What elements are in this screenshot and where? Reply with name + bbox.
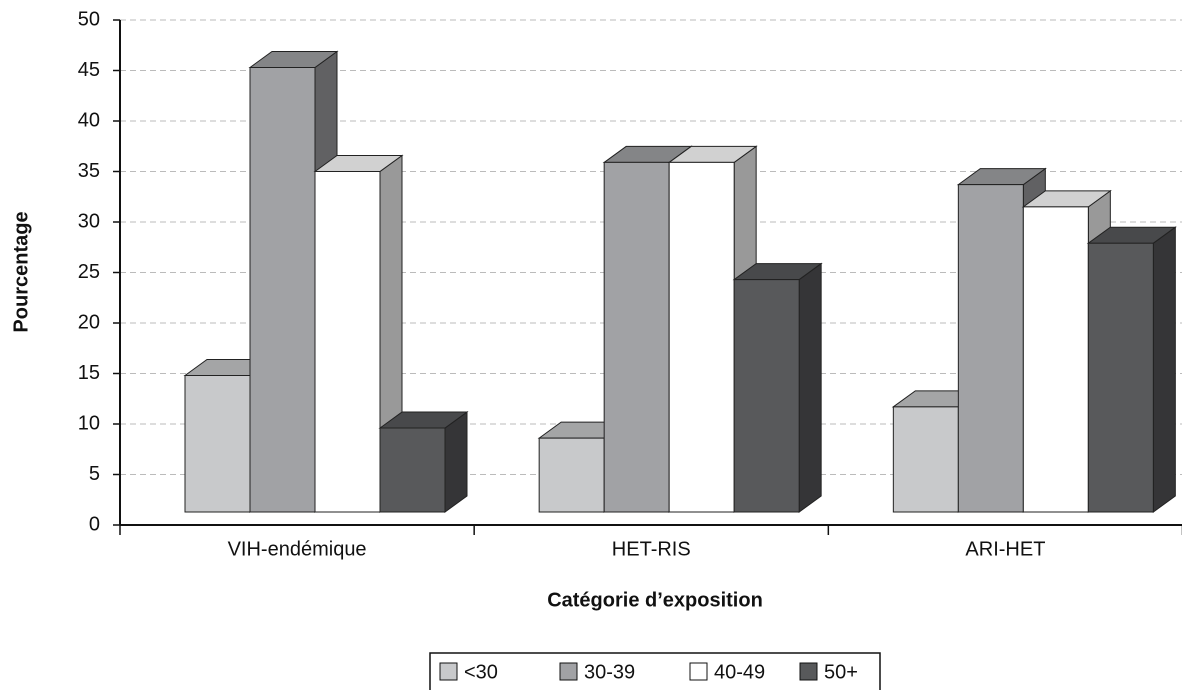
bar-front: [379, 427, 446, 513]
bar-side: [1152, 226, 1176, 513]
y-tick-label: 45: [78, 59, 100, 81]
y-tick-label: 10: [78, 412, 100, 434]
bar-front: [892, 406, 959, 513]
bar-front: [184, 375, 251, 513]
bar: [732, 262, 823, 513]
bar-front: [957, 184, 1024, 513]
bar: [1086, 226, 1177, 513]
y-tick-label: 25: [78, 261, 100, 283]
legend-swatch: [559, 662, 578, 681]
x-tick-label: ARI-HET: [965, 538, 1045, 560]
bar-side: [798, 262, 822, 513]
y-tick-label: 0: [89, 513, 100, 535]
legend-swatch: [689, 662, 708, 681]
bar-front: [668, 161, 735, 513]
y-tick-label: 15: [78, 362, 100, 384]
bar-front: [733, 279, 800, 513]
bar-side: [444, 411, 468, 513]
bar-front: [538, 437, 605, 513]
y-tick-label: 20: [78, 311, 100, 333]
bar: [378, 411, 469, 513]
legend-swatch: [439, 662, 458, 681]
y-tick-label: 5: [89, 463, 100, 485]
legend-swatch: [799, 662, 818, 681]
bar-front: [314, 171, 381, 513]
bar-front: [1087, 242, 1154, 513]
y-tick-label: 35: [78, 160, 100, 182]
bar-front: [249, 66, 316, 513]
bar-front: [1022, 206, 1089, 513]
legend-label: 30-39: [584, 661, 635, 683]
y-tick-label: 30: [78, 210, 100, 232]
legend-label: 40-49: [714, 661, 765, 683]
legend-label: <30: [464, 661, 498, 683]
legend-label: 50+: [824, 661, 858, 683]
x-axis-label: Catégorie d’exposition: [547, 589, 763, 611]
x-tick-label: HET-RIS: [612, 538, 691, 560]
x-tick-label: VIH-endémique: [228, 538, 367, 560]
y-axis-label: Pourcentage: [10, 211, 32, 332]
bar-front: [603, 161, 670, 513]
y-tick-label: 50: [78, 8, 100, 30]
y-tick-label: 40: [78, 109, 100, 131]
